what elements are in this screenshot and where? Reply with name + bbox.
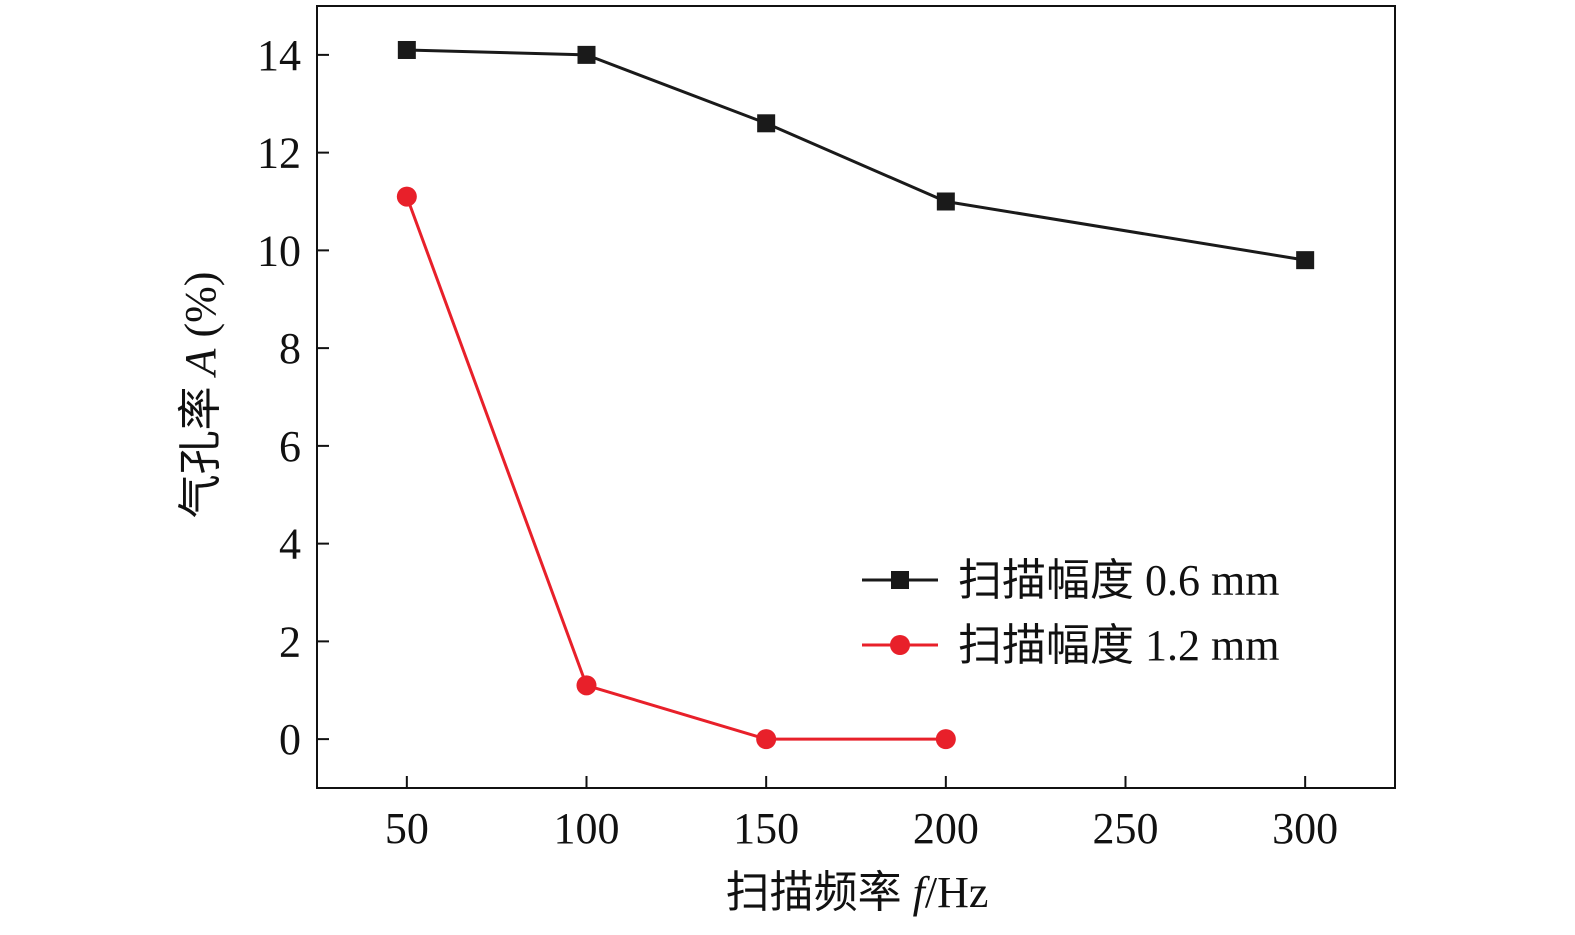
y-axis-label-unit: (%) [176,272,225,349]
y-tick-label: 2 [279,617,301,666]
y-tick-label: 14 [257,31,301,80]
x-axis-ticks: 50 100 150 200 250 300 [385,776,1338,853]
data-point-circle [396,186,417,207]
y-tick-label: 8 [279,324,301,373]
series-1 [397,40,1315,270]
y-tick-label: 0 [279,715,301,764]
x-axis-label-prefix: 扫描频率 [726,868,913,917]
y-axis-ticks: 0 2 4 6 8 10 12 14 [257,31,329,764]
data-point-square [1296,251,1315,270]
legend-entry-series-2: 扫描幅度 1.2 mm [862,621,1279,670]
data-point-circle [756,729,777,750]
plot-area-frame [316,5,1396,789]
data-point-circle [935,729,956,750]
data-point-square [936,192,955,211]
x-tick-label: 50 [385,804,429,853]
y-axis-label: 气孔率 A (%) [176,272,225,519]
y-tick-label: 4 [279,520,301,569]
y-tick-label: 12 [257,129,301,178]
x-axis-label-unit: /Hz [925,868,989,917]
x-tick-label: 150 [733,804,799,853]
data-point-square [397,40,416,59]
x-tick-label: 250 [1093,804,1159,853]
series-line [406,48,1306,262]
plot-border [316,5,1396,789]
x-tick-label: 100 [554,804,620,853]
series-line [405,196,946,741]
series-layer [396,40,1315,750]
legend: 扫描幅度 0.6 mm 扫描幅度 1.2 mm [862,556,1279,670]
y-axis-label-variable: A [176,347,225,378]
y-tick-label: 6 [279,422,301,471]
data-point-square [757,114,776,133]
data-point-circle [576,675,597,696]
legend-label-series-1: 扫描幅度 0.6 mm [958,556,1279,605]
legend-marker-circle [890,635,910,655]
legend-entry-series-1: 扫描幅度 0.6 mm [862,556,1279,605]
legend-label-series-2: 扫描幅度 1.2 mm [958,621,1279,670]
y-tick-label: 10 [257,226,301,275]
x-tick-label: 200 [913,804,979,853]
series-2 [396,186,956,750]
legend-marker-square [891,571,909,589]
x-tick-label: 300 [1272,804,1338,853]
x-axis-label: 扫描频率 f/Hz [726,868,989,917]
data-point-square [577,45,596,64]
y-axis-label-prefix: 气孔率 [176,375,225,518]
